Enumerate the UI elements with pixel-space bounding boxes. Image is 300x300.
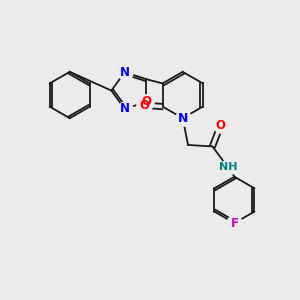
Text: N: N xyxy=(120,102,130,116)
Text: NH: NH xyxy=(219,162,237,172)
Text: F: F xyxy=(230,217,238,230)
Text: O: O xyxy=(139,99,149,112)
Text: N: N xyxy=(178,112,188,125)
Text: O: O xyxy=(216,118,226,131)
Text: O: O xyxy=(141,95,151,108)
Text: N: N xyxy=(120,66,130,79)
